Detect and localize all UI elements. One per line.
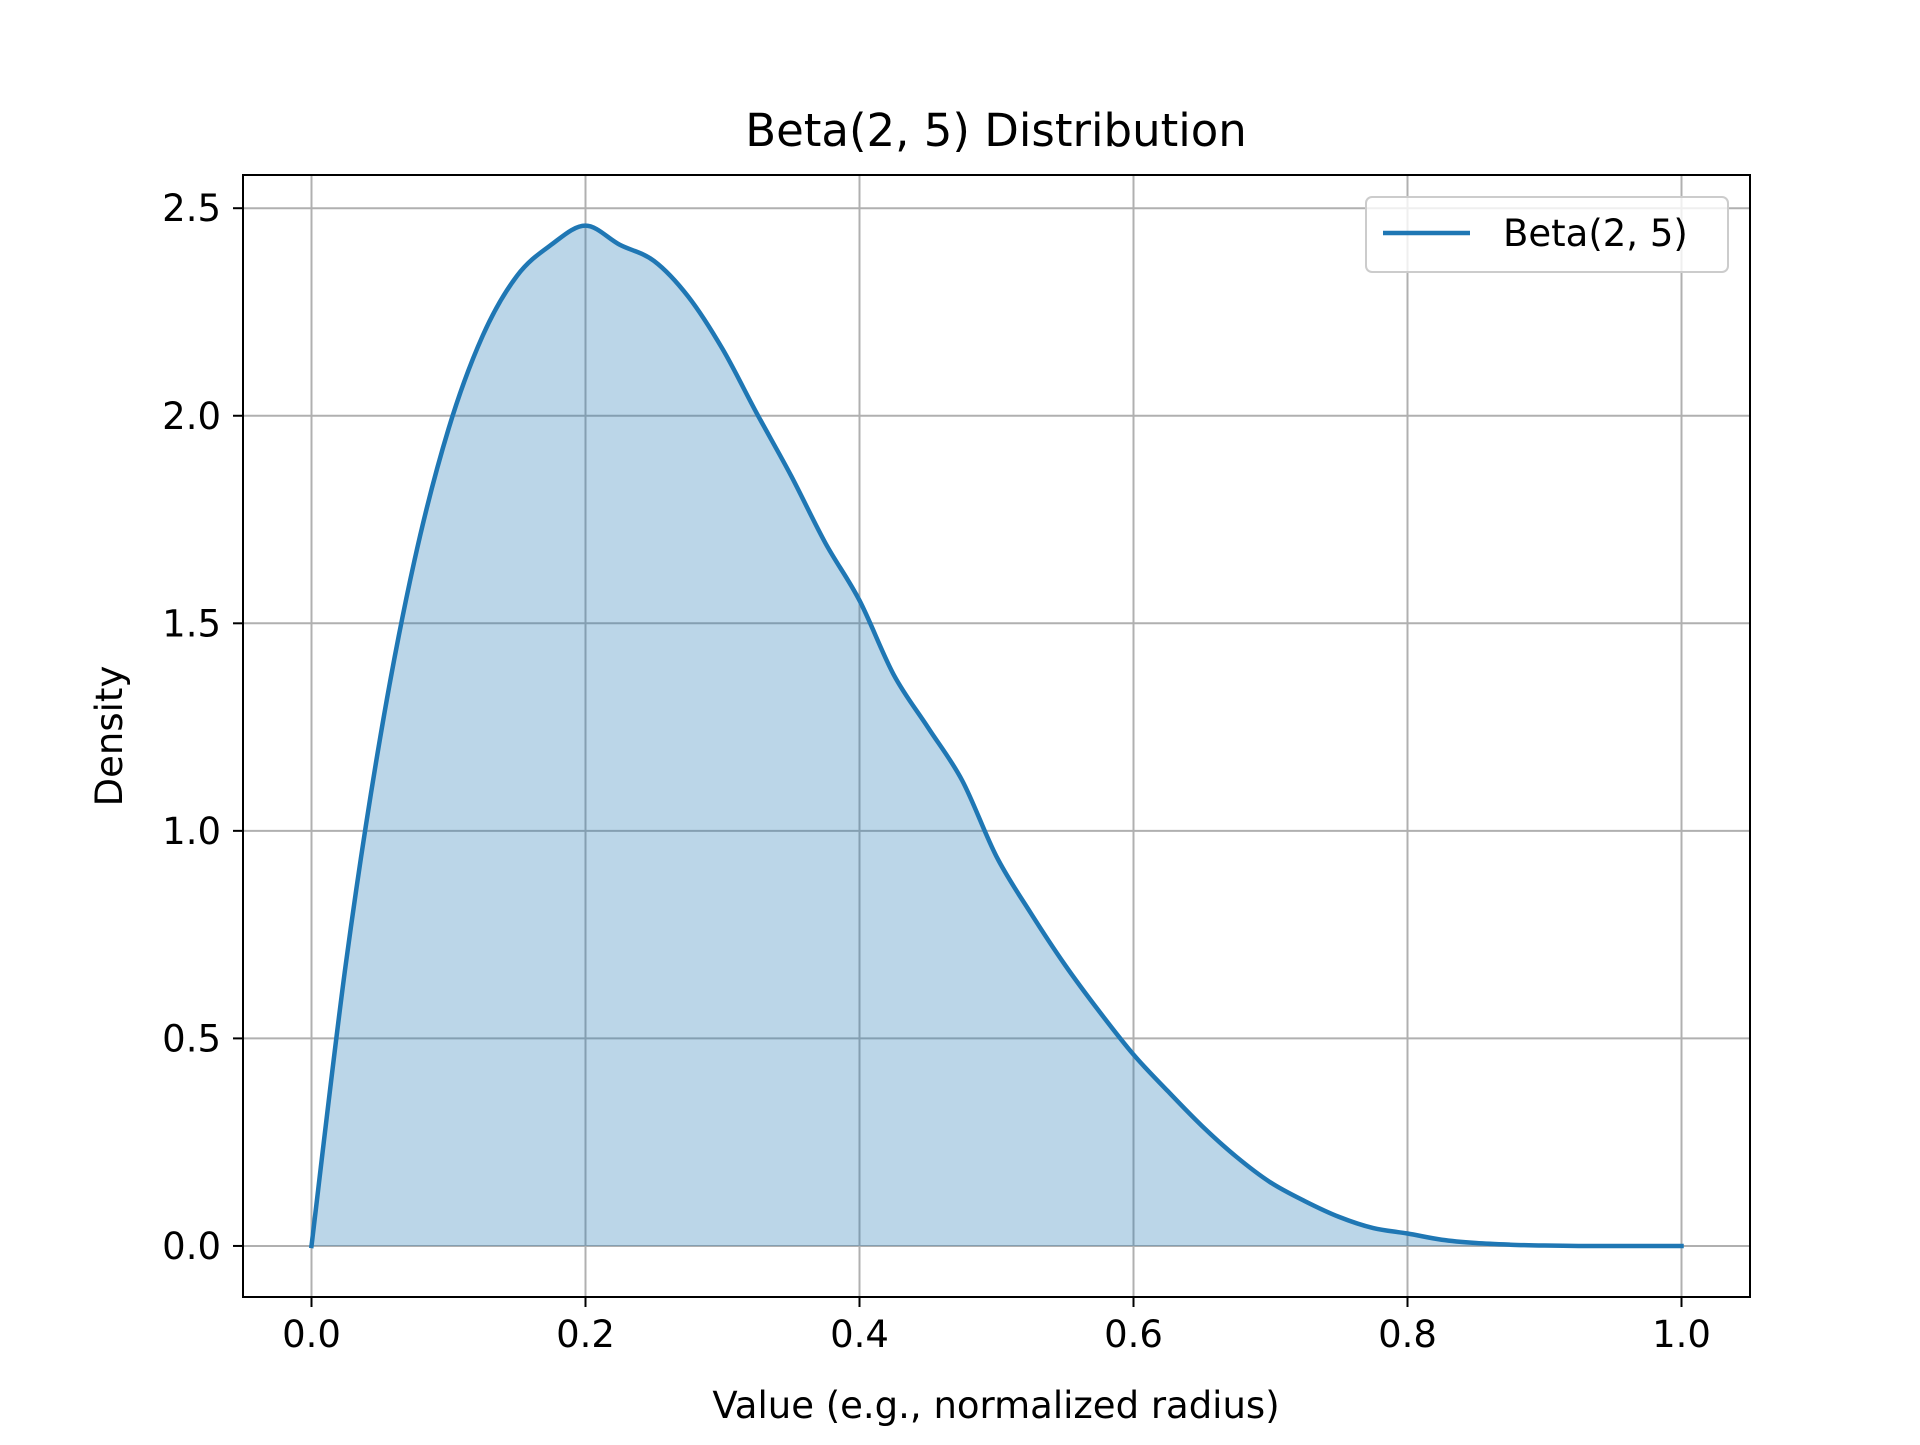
x-tick-label: 0.8 <box>1378 1313 1437 1356</box>
y-axis-ticks: 0.0 0.5 1.0 1.5 2.0 2.5 <box>162 187 243 1268</box>
series-area-fill <box>311 225 1682 1246</box>
x-tick-label: 0.2 <box>556 1313 615 1356</box>
plot-area-background <box>243 175 1750 1297</box>
x-axis-label: Value (e.g., normalized radius) <box>712 1384 1279 1427</box>
x-tick-label: 0.0 <box>282 1313 341 1356</box>
series-line <box>308 223 1684 1249</box>
x-tick-label: 0.4 <box>830 1313 889 1356</box>
area-fill-layer <box>311 225 1682 1246</box>
plot-frame <box>242 174 1751 1298</box>
x-axis-ticks: 0.0 0.2 0.4 0.6 0.8 1.0 <box>282 1297 1711 1356</box>
legend-box <box>1365 196 1729 273</box>
y-tick-label: 1.5 <box>162 602 221 645</box>
y-axis-label: Density <box>88 666 131 807</box>
legend: Beta(2, 5) <box>1365 196 1729 273</box>
y-tick-label: 0.0 <box>162 1225 221 1268</box>
y-tick-label: 1.0 <box>162 810 221 853</box>
series-line-layer <box>308 223 1684 1249</box>
y-tick-label: 2.5 <box>162 187 221 230</box>
legend-entry-label: Beta(2, 5) <box>1503 212 1688 255</box>
chart-title: Beta(2, 5) Distribution <box>745 104 1247 157</box>
x-tick-label: 1.0 <box>1652 1313 1711 1356</box>
x-tick-label: 0.6 <box>1104 1313 1163 1356</box>
y-tick-label: 0.5 <box>162 1017 221 1060</box>
y-tick-label: 2.0 <box>162 395 221 438</box>
